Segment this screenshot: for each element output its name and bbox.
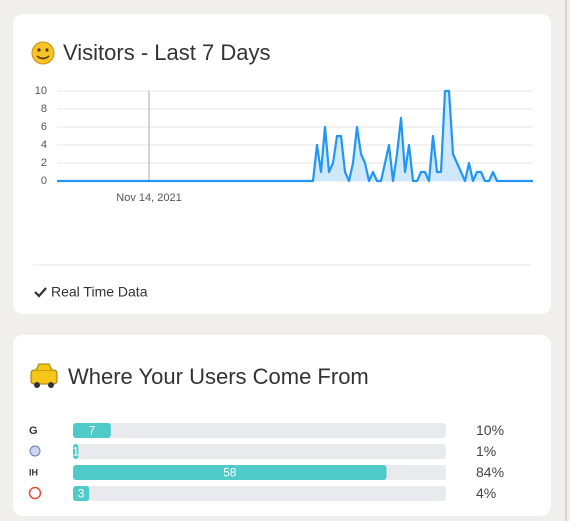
referral-icon (28, 486, 42, 500)
source-icons: G IH (28, 425, 42, 500)
bar (73, 423, 111, 438)
bar (73, 465, 387, 480)
y-tick-label: 8 (41, 103, 47, 115)
bar-value-label: 1 (72, 445, 79, 459)
y-tick-label: 6 (41, 121, 47, 133)
bar-track (73, 486, 446, 501)
bar-value-label: 3 (78, 487, 85, 501)
bar-track (73, 444, 446, 459)
card (13, 14, 551, 314)
google-icon: G (29, 425, 38, 437)
card-title: Visitors - Last 7 Days (63, 40, 270, 65)
percent-label: 1% (476, 443, 496, 459)
taxi-icon (30, 363, 58, 388)
check-icon (34, 287, 47, 298)
y-tick-label: 4 (41, 139, 47, 151)
percent-label: 84% (476, 464, 504, 480)
footer-text: Real Time Data (51, 284, 148, 300)
bar-track (73, 423, 446, 438)
percent-label: 4% (476, 485, 496, 501)
x-tick-label: Nov 14, 2021 (116, 192, 181, 204)
y-tick-label: 2 (41, 157, 47, 169)
bar (73, 486, 90, 501)
bar (73, 444, 79, 459)
y-tick-label: 0 (41, 175, 47, 187)
card-title: Where Your Users Come From (68, 364, 369, 389)
bar-value-label: 7 (89, 424, 96, 438)
smiley-icon (31, 41, 55, 65)
y-tick-label: 10 (35, 85, 47, 97)
percent-label: 10% (476, 422, 504, 438)
bar-value-label: 58 (223, 466, 237, 480)
direct-icon: IH (29, 467, 38, 477)
line (57, 89, 533, 183)
globe-icon (29, 445, 41, 457)
